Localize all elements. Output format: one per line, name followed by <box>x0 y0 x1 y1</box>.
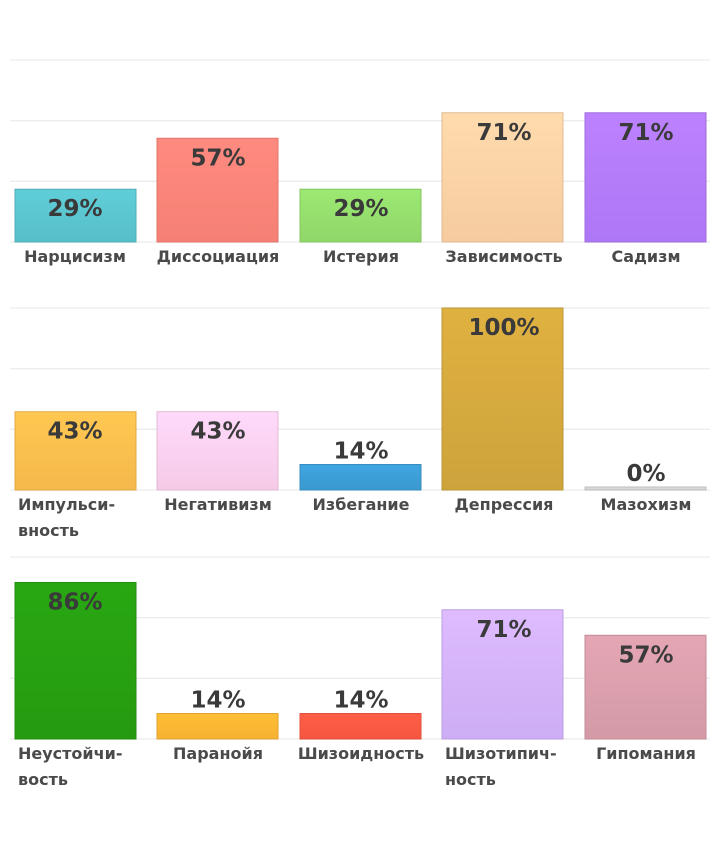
data-label: 57% <box>190 145 245 171</box>
data-label: 71% <box>476 120 531 146</box>
bar <box>584 634 707 740</box>
bar <box>14 188 137 243</box>
data-label: 14% <box>190 688 245 714</box>
category-label: Негативизм <box>164 495 272 514</box>
bar <box>156 411 279 491</box>
chart-panel-3: 86% Неустойчи-вость 14% Паранойя 14% Шизоидно… <box>10 556 710 789</box>
category-label: Истерия <box>323 247 399 266</box>
data-label: 71% <box>618 120 673 146</box>
data-label: 0% <box>626 461 665 487</box>
category-label: Зависимость <box>445 247 562 266</box>
category-label: Паранойя <box>173 744 263 763</box>
bar <box>299 713 422 740</box>
data-label: 100% <box>468 315 539 341</box>
bar <box>584 486 707 491</box>
category-label: Нарцисизм <box>24 247 126 266</box>
bar <box>14 411 137 491</box>
category-label: Импульси-вность <box>18 495 115 540</box>
chart-panel-1: 29% Нарцисизм 57% Диссоциация 29% Истерия 71% З… <box>10 59 710 266</box>
data-label: 14% <box>333 439 388 465</box>
data-label: 86% <box>47 589 102 615</box>
category-label: Избегание <box>313 495 410 514</box>
data-label: 29% <box>47 196 102 222</box>
category-label: Диссоциация <box>157 247 280 266</box>
bar <box>14 581 137 740</box>
bar <box>441 609 564 740</box>
bar <box>156 713 279 740</box>
data-label: 14% <box>333 688 388 714</box>
chart-panel-2: 43% Импульси-вность 43% Негативизм 14% Избега… <box>10 307 710 540</box>
data-label: 29% <box>333 196 388 222</box>
bar <box>156 137 279 243</box>
category-label: Садизм <box>611 247 680 266</box>
data-label: 71% <box>476 617 531 643</box>
category-label: Гипомания <box>596 744 696 763</box>
bar <box>299 188 422 243</box>
category-label: Неустойчи-вость <box>18 744 122 789</box>
category-label: Депрессия <box>455 495 554 514</box>
bar <box>299 464 422 491</box>
bar <box>441 112 564 243</box>
category-label: Шизоидность <box>298 744 424 763</box>
bar <box>441 307 564 491</box>
category-label: Мазохизм <box>601 495 692 514</box>
data-label: 43% <box>190 419 245 445</box>
data-label: 57% <box>618 642 673 668</box>
category-label: Шизотипич-ность <box>445 744 557 789</box>
data-label: 43% <box>47 419 102 445</box>
bar <box>584 112 707 243</box>
